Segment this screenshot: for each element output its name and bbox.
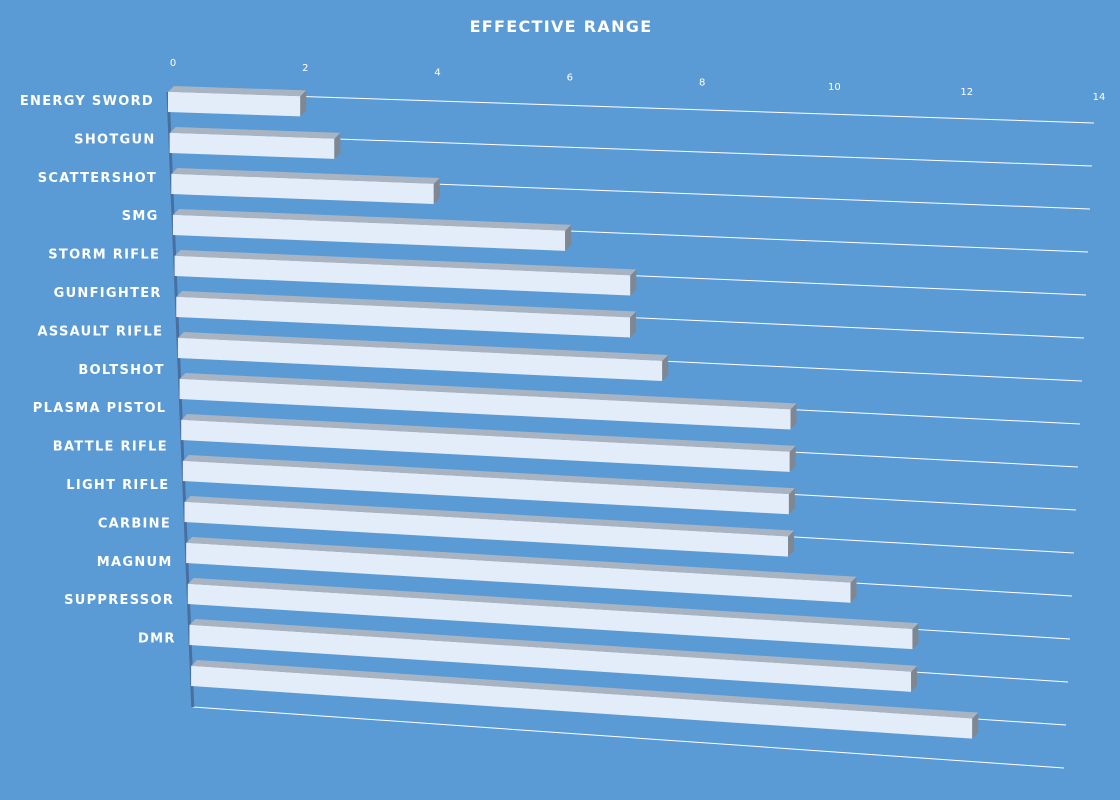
x-tick-label: 4 bbox=[434, 68, 440, 79]
bar bbox=[168, 86, 307, 117]
bar-end-face bbox=[911, 665, 918, 692]
bar-end-face bbox=[912, 623, 919, 650]
chart-title: EFFECTIVE RANGE bbox=[470, 17, 653, 36]
bar-end-face bbox=[972, 712, 979, 739]
bar-end-face bbox=[788, 488, 795, 515]
x-tick-label: 10 bbox=[828, 82, 841, 93]
bar bbox=[182, 455, 795, 515]
bar bbox=[186, 537, 857, 603]
category-labels: ENERGY SWORD SHOTGUN SCATTERSHOT SMG STORM R… bbox=[20, 94, 176, 647]
bar-end-face bbox=[334, 132, 341, 159]
bars bbox=[168, 86, 979, 739]
bar-end-face bbox=[300, 90, 307, 117]
bar-top-face bbox=[169, 127, 341, 139]
bar-top-face bbox=[189, 619, 918, 672]
bar-front-face bbox=[168, 92, 301, 117]
bar-end-face bbox=[788, 530, 795, 557]
bar-front-face bbox=[187, 584, 913, 650]
bar-front-face bbox=[174, 256, 631, 296]
bar bbox=[169, 127, 341, 159]
bar bbox=[191, 660, 979, 739]
bar bbox=[184, 496, 795, 557]
gridline bbox=[167, 91, 1095, 124]
bar-end-face bbox=[630, 269, 637, 296]
axis-wall-edge bbox=[166, 91, 195, 708]
bar-front-face bbox=[179, 379, 791, 430]
gridline bbox=[192, 706, 1065, 769]
x-tick-label: 2 bbox=[302, 63, 308, 74]
bar-front-face bbox=[172, 215, 566, 251]
bar-front-face bbox=[184, 502, 789, 557]
bar-front-face bbox=[177, 338, 663, 382]
bar bbox=[172, 209, 572, 251]
bar-end-face bbox=[790, 403, 797, 430]
bar-end-face bbox=[850, 576, 857, 603]
bar-end-face bbox=[789, 445, 796, 472]
category-label: SCATTERSHOT bbox=[38, 171, 157, 186]
bar-top-face bbox=[184, 496, 795, 537]
bar bbox=[181, 414, 796, 472]
category-label: DMR bbox=[138, 632, 176, 647]
bar bbox=[189, 619, 918, 692]
x-axis-ticks: 0 2 4 6 8 10 12 14 bbox=[170, 58, 1106, 103]
category-label: LIGHT RIFLE bbox=[66, 478, 169, 493]
bar bbox=[171, 168, 440, 204]
category-label: MAGNUM bbox=[97, 555, 173, 570]
bar-front-face bbox=[176, 297, 631, 338]
bar-top-face bbox=[186, 537, 857, 583]
category-label: SHOTGUN bbox=[74, 132, 155, 147]
bar-front-face bbox=[191, 666, 973, 739]
bar-end-face bbox=[565, 224, 572, 251]
bar bbox=[177, 332, 669, 382]
bar-front-face bbox=[182, 461, 789, 515]
category-label: STORM RIFLE bbox=[48, 248, 160, 263]
bar-top-face bbox=[174, 250, 637, 276]
category-label: BOLTSHOT bbox=[78, 363, 165, 378]
category-label: SUPPRESSOR bbox=[64, 593, 174, 608]
bar-top-face bbox=[181, 414, 796, 452]
bar-top-face bbox=[182, 455, 795, 495]
bar bbox=[187, 578, 919, 650]
bar-end-face bbox=[433, 178, 440, 204]
category-label: CARBINE bbox=[98, 516, 171, 531]
bar-top-face bbox=[187, 578, 919, 630]
bar-top-face bbox=[179, 373, 797, 410]
bar bbox=[174, 250, 637, 296]
category-label: BATTLE RIFLE bbox=[53, 440, 168, 455]
category-label: PLASMA PISTOL bbox=[33, 401, 167, 416]
bar-top-face bbox=[172, 209, 572, 231]
bar-front-face bbox=[186, 543, 851, 603]
bar bbox=[176, 291, 637, 338]
category-label: ASSAULT RIFLE bbox=[38, 324, 164, 339]
bar-front-face bbox=[169, 133, 335, 159]
bar-top-face bbox=[168, 86, 307, 97]
bar bbox=[179, 373, 797, 430]
category-label: SMG bbox=[122, 209, 159, 224]
category-label: GUNFIGHTER bbox=[54, 286, 162, 301]
x-tick-label: 14 bbox=[1093, 92, 1106, 103]
bar-end-face bbox=[662, 355, 669, 382]
category-label: ENERGY SWORD bbox=[20, 94, 154, 109]
bar-end-face bbox=[630, 311, 637, 338]
x-tick-label: 0 bbox=[170, 58, 176, 69]
bar-front-face bbox=[189, 625, 912, 692]
bar-top-face bbox=[191, 660, 979, 719]
bar-front-face bbox=[181, 420, 790, 472]
x-tick-label: 12 bbox=[960, 87, 973, 98]
x-tick-label: 8 bbox=[699, 77, 705, 88]
bar-top-face bbox=[171, 168, 440, 184]
bar-top-face bbox=[177, 332, 669, 362]
bar-front-face bbox=[171, 174, 434, 204]
x-tick-label: 6 bbox=[567, 72, 573, 83]
bar-top-face bbox=[176, 291, 637, 318]
